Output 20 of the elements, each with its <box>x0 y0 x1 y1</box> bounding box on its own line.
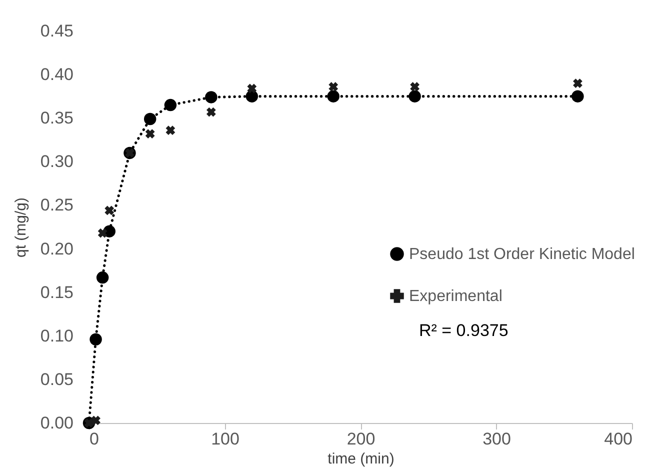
y-tick-label: 0.40 <box>40 65 74 84</box>
y-tick-label: 0.00 <box>40 414 74 432</box>
x-axis-title: time (min) <box>328 450 394 468</box>
y-tick-label: 0.20 <box>40 239 74 258</box>
x-tick-label: 400 <box>604 430 632 448</box>
legend-label: Pseudo 1st Order Kinetic Model <box>409 246 635 263</box>
y-tick-label: 0.45 <box>40 22 74 40</box>
x-tick-label: 100 <box>211 430 240 448</box>
y-tick-label: 0.25 <box>40 196 74 215</box>
x-tick-label: 200 <box>346 430 376 448</box>
annotation: R² = 0.9375 <box>419 321 508 340</box>
y-tick-label: 0.30 <box>40 152 74 172</box>
y-tick-label: 0.05 <box>40 370 74 389</box>
y-tick-label: 0.35 <box>40 108 74 128</box>
y-tick-label: 0.10 <box>40 326 74 346</box>
x-tick-label: 0 <box>90 430 99 448</box>
y-axis-title: qt (mg/g) <box>12 197 30 258</box>
y-tick-label: 0.15 <box>40 282 74 302</box>
x-tick-label: 300 <box>482 430 511 448</box>
legend-label: Experimental <box>409 288 502 305</box>
